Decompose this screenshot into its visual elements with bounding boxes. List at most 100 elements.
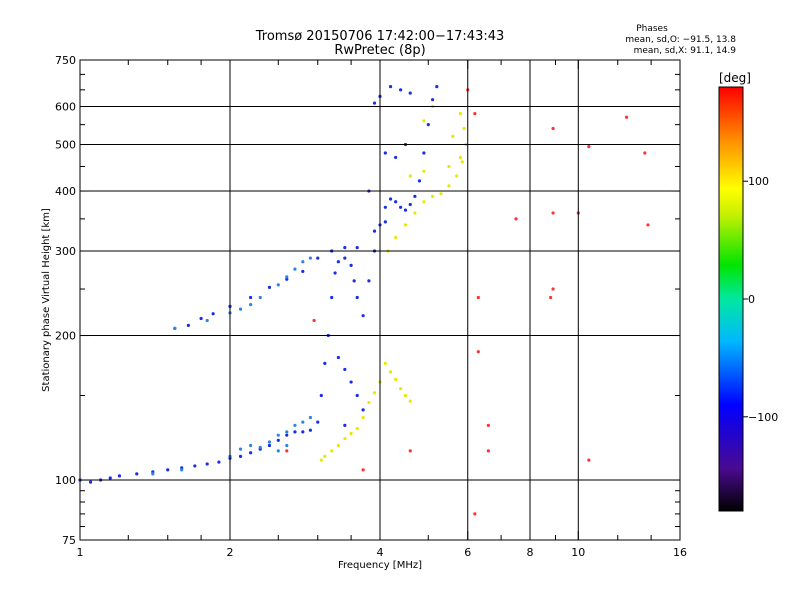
data-point [180, 468, 184, 472]
data-point [293, 267, 297, 271]
data-point [88, 480, 93, 484]
x-tick-label: 2 [227, 546, 234, 559]
data-point [285, 443, 289, 448]
data-point [343, 436, 347, 441]
data-point [408, 91, 412, 95]
data-point [388, 197, 393, 201]
chart-subtitle: RwPretec (8p) [334, 43, 425, 58]
data-point [458, 111, 463, 116]
data-point [383, 151, 387, 155]
data-point [336, 355, 340, 360]
data-point [151, 472, 155, 476]
data-point [217, 460, 221, 464]
data-point [258, 295, 262, 300]
data-point [473, 111, 477, 116]
data-point [394, 377, 398, 382]
data-point [624, 115, 629, 119]
data-point [293, 423, 297, 427]
data-point [117, 474, 122, 478]
data-point [211, 312, 215, 316]
data-point [308, 415, 313, 420]
data-point [447, 164, 451, 169]
x-axis-label: Frequency [MHz] [338, 560, 422, 571]
data-point [462, 126, 466, 131]
data-point [587, 458, 591, 462]
stats-heading: Phases [636, 24, 668, 34]
data-point [355, 393, 359, 398]
data-point [394, 155, 398, 160]
data-point [199, 316, 203, 321]
data-point [403, 208, 408, 212]
data-point [643, 151, 647, 155]
y-tick-label: 750 [55, 54, 76, 67]
colorbar-tick-label: 100 [748, 175, 769, 188]
data-point [430, 194, 435, 198]
chart-title: Tromsø 20150706 17:42:00−17:43:43 [255, 29, 505, 44]
data-point [205, 318, 209, 323]
data-point [361, 468, 365, 472]
y-tick-label: 75 [62, 534, 76, 547]
data-point [486, 449, 490, 453]
data-point [293, 430, 297, 434]
data-point [343, 423, 347, 427]
y-axis-label: Stationary phase Virtual Height [km] [41, 208, 52, 392]
data-point [285, 430, 289, 434]
grid-layer [80, 60, 680, 540]
data-point [308, 428, 313, 432]
data-point [394, 200, 398, 204]
data-point [447, 184, 451, 188]
data-point [388, 85, 393, 89]
x-tick-label: 1 [77, 546, 84, 559]
y-tick-label: 600 [55, 101, 76, 114]
data-point [430, 98, 435, 102]
data-point [285, 275, 289, 279]
data-point [486, 423, 490, 427]
data-point [323, 361, 327, 365]
data-point [319, 458, 323, 462]
data-point [408, 202, 412, 207]
data-point [285, 433, 289, 437]
stats-line-o: mean, sd,O: −91.5, 13.8 [625, 35, 736, 45]
data-point [435, 85, 439, 89]
data-point [349, 380, 353, 384]
data-point [108, 476, 112, 480]
data-point [249, 302, 253, 307]
data-point [455, 174, 459, 178]
data-point [308, 256, 313, 260]
data-point [333, 271, 337, 275]
y-tick-label: 100 [55, 474, 76, 487]
data-point [285, 277, 289, 281]
data-point [193, 464, 197, 468]
data-point [343, 245, 347, 250]
data-point [267, 443, 272, 448]
data-point [388, 370, 393, 374]
data-point [186, 323, 190, 327]
data-point [551, 211, 555, 215]
colorbar [718, 86, 744, 512]
data-point [135, 472, 139, 476]
y-tick-label: 300 [55, 245, 76, 258]
data-point [413, 211, 417, 215]
data-point [403, 393, 408, 398]
data-point [361, 415, 365, 420]
data-point [372, 101, 377, 105]
x-tick-label: 16 [673, 546, 687, 559]
data-point [316, 420, 320, 424]
data-point [166, 468, 170, 472]
data-point [238, 307, 243, 311]
data-point [276, 438, 280, 442]
data-point [323, 454, 327, 459]
data-point [451, 134, 455, 138]
data-point [408, 174, 412, 178]
tick-labels-layer: 1 2 4 6 8 10 16 75 100 200 300 400 500 600 750 [55, 54, 687, 559]
data-point [476, 350, 480, 354]
data-point [476, 295, 480, 300]
data-point [301, 430, 305, 434]
data-point [336, 443, 340, 448]
y-tick-label: 500 [55, 139, 76, 152]
data-point [249, 443, 253, 448]
data-point [426, 123, 430, 127]
data-point [276, 449, 280, 453]
colorbar-tick-label: 0 [748, 293, 755, 306]
